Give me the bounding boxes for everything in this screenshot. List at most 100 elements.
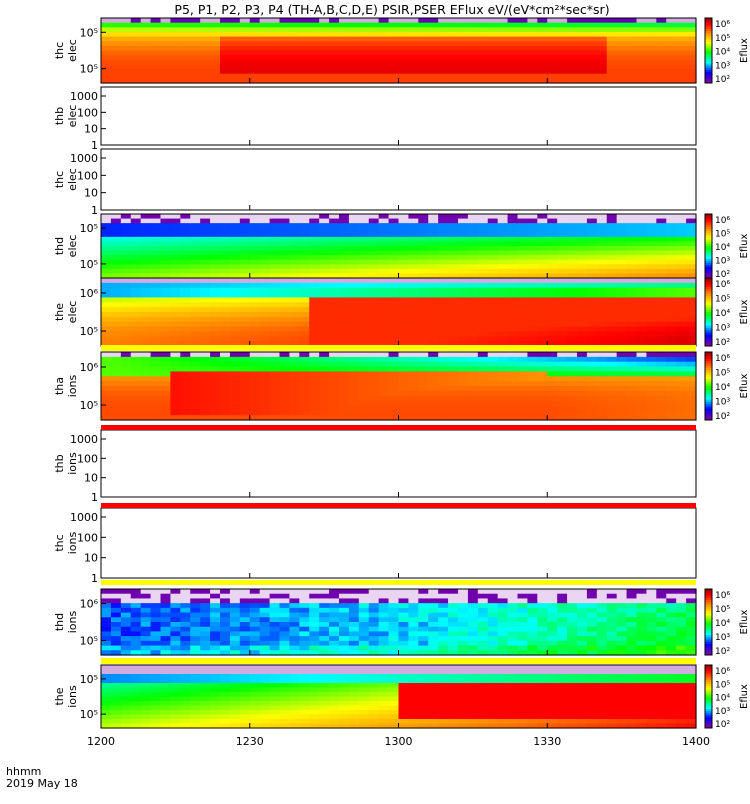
heatmap-cell <box>210 617 221 622</box>
heatmap-cell <box>220 302 231 307</box>
heatmap-cell <box>329 55 340 60</box>
heatmap-cell <box>250 396 261 401</box>
heatmap-cell <box>418 74 429 79</box>
heatmap-cell <box>131 241 142 246</box>
heatmap-cell <box>389 60 400 65</box>
heatmap-cell <box>131 641 142 646</box>
heatmap-cell <box>270 18 281 23</box>
heatmap-cell <box>488 594 499 599</box>
heatmap-cell <box>527 223 538 228</box>
heatmap-cell <box>637 269 648 274</box>
heatmap-cell <box>587 331 598 336</box>
heatmap-cell <box>498 327 509 332</box>
heatmap-cell <box>190 74 201 79</box>
heatmap-cell <box>637 627 648 632</box>
heatmap-cell <box>537 251 548 256</box>
colorbar-label: 10² <box>715 647 730 657</box>
heatmap-cell <box>428 283 439 288</box>
heatmap-cell <box>299 381 310 386</box>
heatmap-cell <box>161 719 172 724</box>
heatmap-cell <box>508 302 519 307</box>
heatmap-cell <box>329 64 340 69</box>
heatmap-cell <box>587 608 598 613</box>
heatmap-cell <box>547 27 558 32</box>
heatmap-cell <box>180 41 191 46</box>
heatmap-cell <box>339 352 350 357</box>
heatmap-cell <box>180 219 191 224</box>
heatmap-cell <box>518 246 529 251</box>
heatmap-cell <box>379 670 390 675</box>
heatmap-cell <box>567 302 578 307</box>
heatmap-cell <box>180 55 191 60</box>
heatmap-cell <box>498 23 509 28</box>
heatmap-cell <box>518 293 529 298</box>
heatmap-cell <box>190 598 201 603</box>
heatmap-cell <box>210 27 221 32</box>
heatmap-cell <box>518 589 529 594</box>
heatmap-cell <box>458 307 469 312</box>
heatmap-cell <box>508 74 519 79</box>
heatmap-cell <box>250 692 261 697</box>
heatmap-cell <box>280 297 291 302</box>
heatmap-cell <box>498 251 509 256</box>
y-tick-label: 10⁵ <box>80 63 98 76</box>
heatmap-cell <box>299 74 310 79</box>
heatmap-cell <box>577 64 588 69</box>
heatmap-cell <box>438 617 449 622</box>
heatmap-cell <box>319 674 330 679</box>
heatmap-cell <box>101 251 112 256</box>
heatmap-cell <box>656 288 667 293</box>
heatmap-cell <box>270 46 281 51</box>
heatmap-cell <box>656 646 667 651</box>
heatmap-cell <box>131 46 142 51</box>
heatmap-cell <box>170 598 181 603</box>
heatmap-cell <box>101 269 112 274</box>
heatmap-cell <box>418 307 429 312</box>
colorbar-title: Eflux <box>739 233 750 258</box>
heatmap-cell <box>537 636 548 641</box>
heatmap-cell <box>200 719 211 724</box>
heatmap-cell <box>349 251 360 256</box>
heatmap-cell <box>289 55 300 60</box>
heatmap-cell <box>557 232 568 237</box>
heatmap-cell <box>230 322 241 327</box>
heatmap-cell <box>627 228 638 233</box>
heatmap-cell <box>537 41 548 46</box>
heatmap-cell <box>389 697 400 702</box>
heatmap-cell <box>418 293 429 298</box>
heatmap-cell <box>418 41 429 46</box>
heatmap-cell <box>289 237 300 242</box>
heatmap-cell <box>260 18 271 23</box>
heatmap-cell <box>438 367 449 372</box>
heatmap-cell <box>448 627 459 632</box>
heatmap-cell <box>389 410 400 415</box>
heatmap-cell <box>250 288 261 293</box>
heatmap-cell <box>676 46 687 51</box>
heatmap-cell <box>220 679 231 684</box>
heatmap-cell <box>161 362 172 367</box>
heatmap-cell <box>180 64 191 69</box>
heatmap-cell <box>309 410 320 415</box>
heatmap-cell <box>240 405 251 410</box>
heatmap-cell <box>498 51 509 56</box>
heatmap-cell <box>627 617 638 622</box>
heatmap-cell <box>220 641 231 646</box>
heatmap-cell <box>161 352 172 357</box>
heatmap-cell <box>131 331 142 336</box>
heatmap-cell <box>220 674 231 679</box>
heatmap-cell <box>250 297 261 302</box>
heatmap-cell <box>309 665 320 670</box>
heatmap-cell <box>537 613 548 618</box>
heatmap-cell <box>408 391 419 396</box>
heatmap-cell <box>359 688 370 693</box>
heatmap-cell <box>309 386 320 391</box>
heatmap-cell <box>161 27 172 32</box>
heatmap-cell <box>190 715 201 720</box>
heatmap-cell <box>349 683 360 688</box>
heatmap-cell <box>309 322 320 327</box>
heatmap-cell <box>617 251 628 256</box>
heatmap-cell <box>151 23 162 28</box>
heatmap-cell <box>488 37 499 42</box>
heatmap-cell <box>408 589 419 594</box>
heatmap-cell <box>587 410 598 415</box>
